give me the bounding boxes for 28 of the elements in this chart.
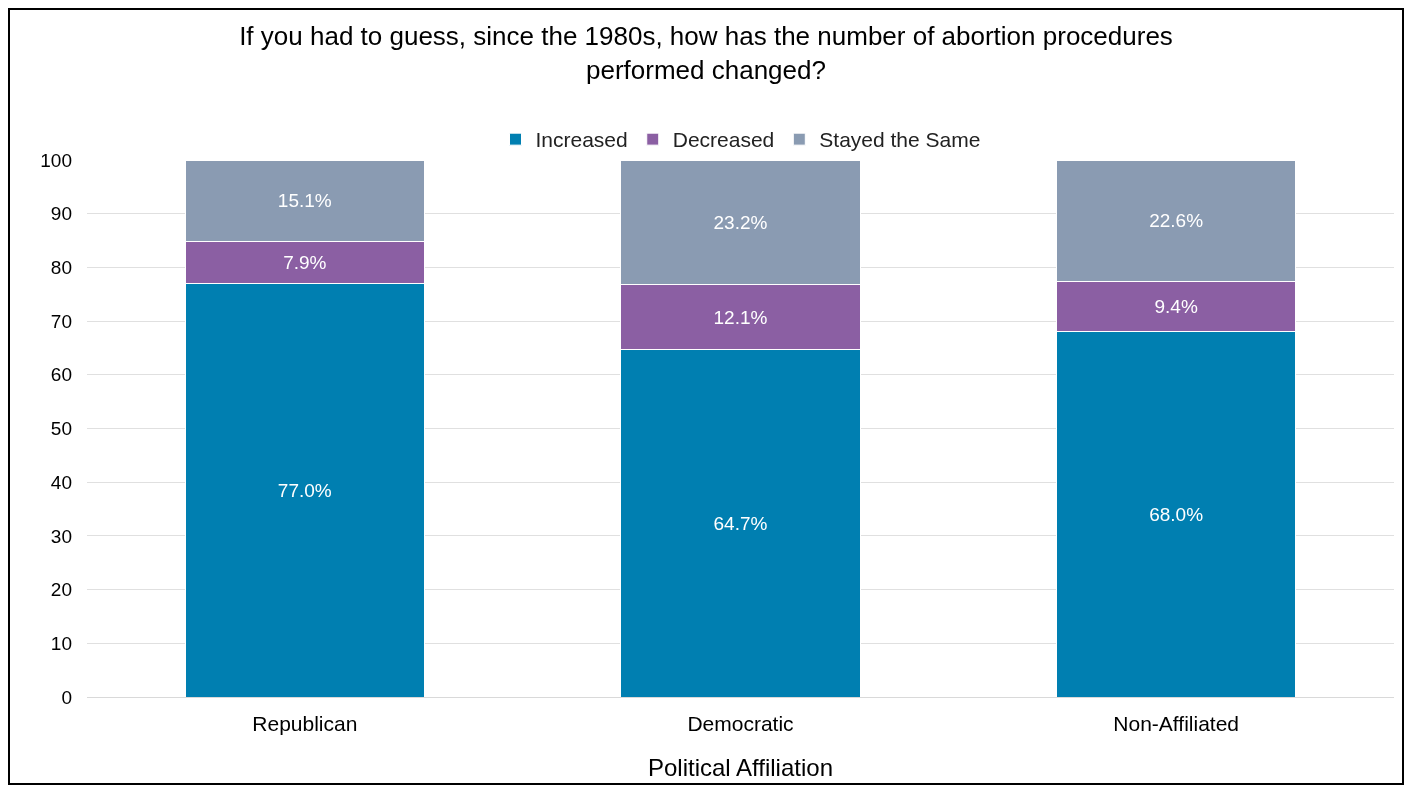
legend-label: Decreased	[672, 128, 775, 152]
data-label: 77.0%	[277, 479, 332, 501]
legend-label: Stayed the Same	[819, 128, 981, 152]
data-label: 64.7%	[713, 512, 768, 534]
x-tick-label: Democratic	[687, 712, 794, 736]
y-tick-label: 40	[50, 471, 72, 493]
data-label: 15.1%	[277, 190, 332, 212]
y-tick-label: 60	[50, 364, 72, 386]
x-tick-label: Non-Affiliated	[1113, 712, 1240, 736]
data-label: 68.0%	[1149, 503, 1204, 525]
y-tick-label: 80	[50, 257, 72, 279]
x-tick-label: Republican	[252, 712, 358, 736]
data-label: 7.9%	[283, 251, 327, 273]
legend-label: Increased	[535, 128, 628, 152]
y-tick-label: 30	[50, 525, 72, 547]
data-label: 12.1%	[713, 306, 768, 328]
y-tick-label: 0	[61, 686, 72, 708]
y-tick-label: 10	[50, 632, 72, 654]
y-tick-label: 90	[50, 203, 72, 225]
data-label: 22.6%	[1149, 210, 1204, 232]
y-tick-label: 100	[40, 149, 72, 171]
y-tick-label: 20	[50, 579, 72, 601]
y-tick-label: 50	[50, 418, 72, 440]
y-tick-label: 70	[50, 310, 72, 332]
chart-title: If you had to guess, since the 1980s, how has the number of abortion procedures performed changed?	[239, 20, 1173, 85]
data-label: 9.4%	[1154, 296, 1198, 318]
x-axis-title: Political Affiliation	[648, 753, 833, 781]
data-label: 23.2%	[713, 211, 768, 233]
